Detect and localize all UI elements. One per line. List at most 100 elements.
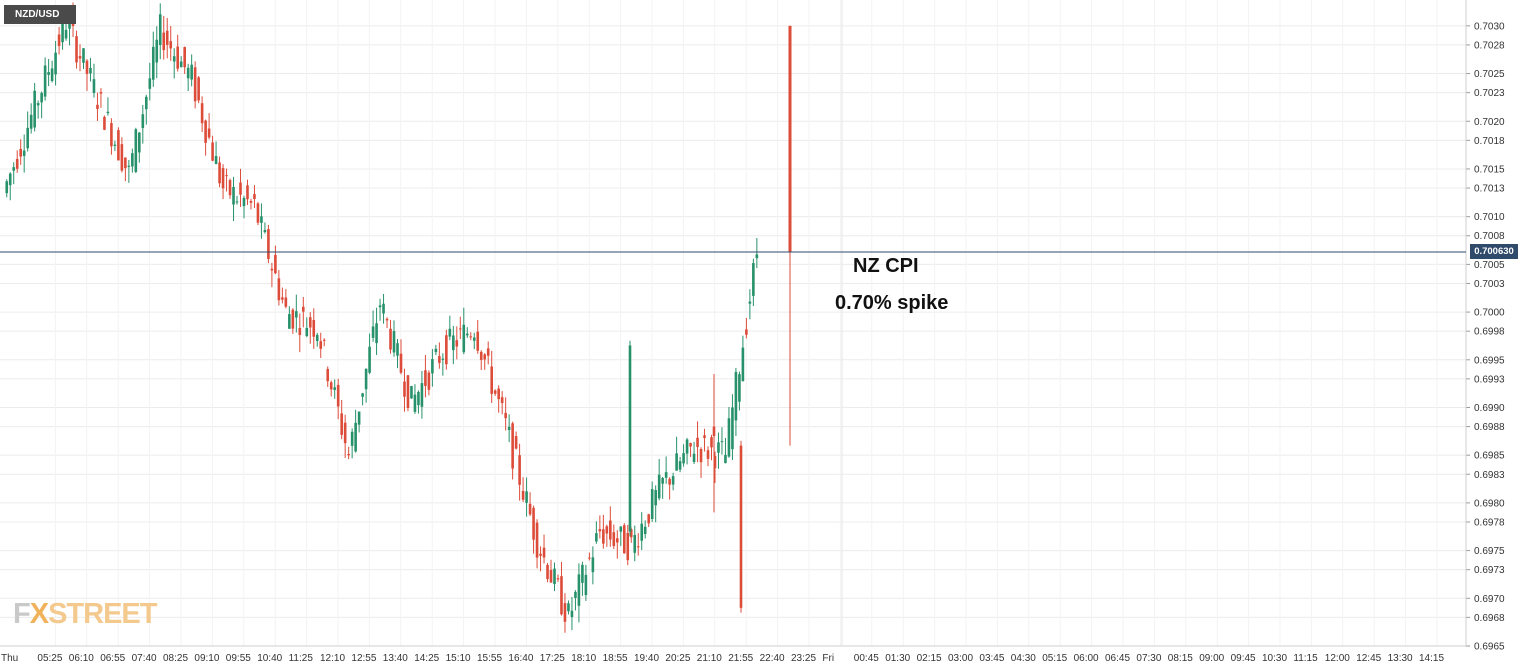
candle-body [308,317,312,328]
candle-body [232,186,235,205]
x-tick-label: 22:40 [760,653,785,664]
candle-body [403,381,406,397]
candle-body [657,474,661,499]
candle-body [131,153,134,167]
candle-body [546,564,549,580]
candle-body [305,327,309,337]
candle-body [581,564,584,583]
candle-body [33,90,36,128]
candle-body [151,46,155,80]
candle-body [145,96,148,110]
y-tick-label: 0.6995 [1474,355,1505,366]
candle-body [5,181,9,194]
candle-body [12,167,16,171]
candle-body [406,375,410,409]
candle-body [106,111,110,114]
candle-body [640,523,644,541]
y-tick-label: 0.6970 [1474,594,1505,605]
candle-body [476,331,480,351]
candle-body [375,323,378,344]
x-tick-label: 14:15 [1419,653,1444,664]
candle-body [699,449,703,463]
annotation-event: NZ CPI [853,255,919,277]
x-tick-label: 13:40 [383,653,408,664]
x-tick-label: 05:25 [37,653,62,664]
candle-body [560,576,563,615]
candle-body [256,203,260,223]
candle-body [347,453,350,456]
candle-body [22,150,26,156]
candle-body [193,67,197,102]
candle-body [40,92,43,103]
candle-body [225,175,228,177]
x-tick-label: Thu [1,653,18,664]
x-tick-label: 00:45 [854,653,879,664]
candle-body [619,526,623,532]
candle-body [176,46,179,69]
x-tick-label: 09:45 [1231,653,1256,664]
candle-body [312,320,316,337]
x-tick-label: 12:55 [351,653,376,664]
candle-body [277,278,281,301]
candle-body [497,388,500,400]
candle-body [535,522,539,558]
candle-body [682,453,685,464]
candle-body [441,358,445,360]
candle-body [703,435,706,439]
candle-body [486,348,490,356]
candle-body [720,441,724,443]
candle-body [553,568,556,585]
candle-body [354,422,357,452]
candle-body [609,520,612,540]
candle-body [612,532,616,547]
candle-body [452,335,455,351]
candle-body [326,368,330,382]
candle-body [117,130,120,161]
candle-body [162,32,166,51]
candle-body [685,439,689,454]
x-tick-label: 10:30 [1262,653,1287,664]
y-tick-label: 0.7005 [1474,260,1505,271]
candle-body [120,144,124,171]
candle-body [134,129,138,172]
candle-body [357,411,361,425]
candle-body [427,372,431,390]
candle-body [235,201,239,203]
candle-body [15,158,19,169]
candle-body [82,48,85,63]
y-tick-label: 0.7013 [1474,184,1505,195]
candle-body [745,329,748,335]
candle-body [127,165,131,167]
y-tick-label: 0.6980 [1474,498,1505,509]
candle-body [124,157,127,169]
candle-body [493,390,497,394]
y-tick-label: 0.6993 [1474,374,1505,385]
candle-body [636,546,640,548]
candle-body [214,156,218,164]
candle-body [532,507,535,540]
y-tick-label: 0.7003 [1474,279,1505,290]
candle-body [752,263,755,296]
candle-body [448,328,452,337]
candle-body [85,60,89,74]
candle-body [50,68,54,81]
candle-body [43,65,47,97]
candle-body [633,534,637,553]
candle-body [556,578,560,580]
candle-body [692,453,696,462]
candle-body [61,19,64,43]
candle-body [650,489,654,519]
candle-body [616,538,619,543]
candle-body [727,418,731,457]
candle-body [200,103,204,124]
candle-body [734,371,738,421]
candle-body [539,553,542,556]
candle-body [514,436,518,449]
candle-body [420,383,424,407]
candle-body [263,229,267,233]
candle-body [410,386,413,399]
candle-body [668,478,671,485]
